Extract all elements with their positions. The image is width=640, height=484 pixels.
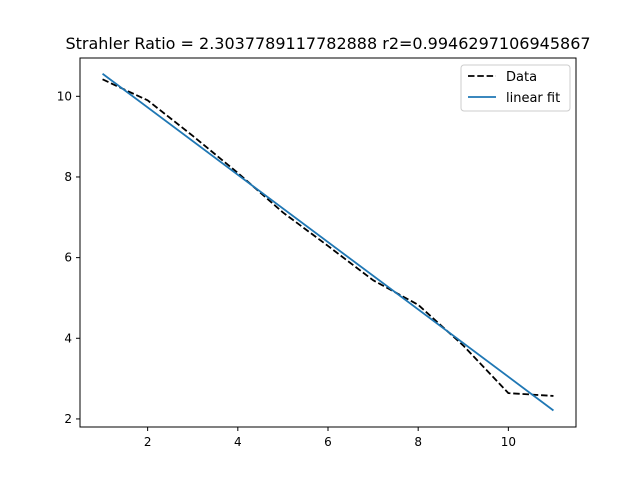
x-axis: 2 4 6 8 10 [144,427,516,449]
legend: Data linear fit [460,64,571,112]
y-axis: 2 4 6 8 10 [57,89,80,426]
chart-title: Strahler Ratio = 2.3037789117782888 r2=0… [65,34,590,53]
y-tick-label: 10 [57,89,72,103]
y-tick-label: 6 [64,251,72,265]
x-tick-label: 8 [414,435,422,449]
series-line-1 [102,73,554,412]
series-line-0 [102,78,554,397]
y-tick-label: 4 [64,331,72,345]
y-tick-label: 2 [64,412,72,426]
legend-label-0: Data [506,70,537,85]
x-tick-label: 2 [144,435,152,449]
series-layer [102,73,554,412]
legend-label-1: linear fit [506,91,560,106]
y-tick-label: 8 [64,170,72,184]
x-tick-label: 4 [234,435,242,449]
x-tick-label: 10 [501,435,516,449]
x-tick-label: 6 [324,435,332,449]
